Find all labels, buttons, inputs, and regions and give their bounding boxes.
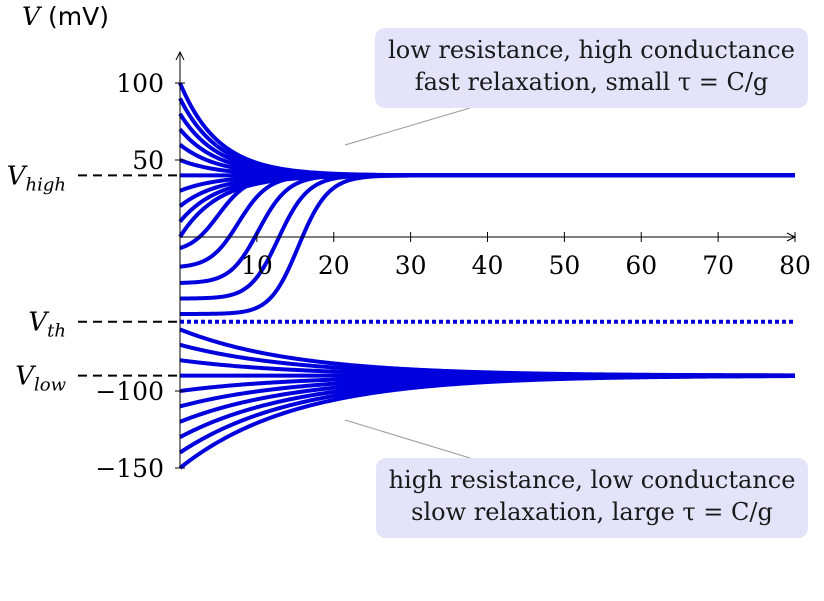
- x-tick-label-70: 70: [702, 251, 734, 280]
- x-tick-label-20: 20: [318, 251, 350, 280]
- annotation-pointer-0: [344, 107, 471, 146]
- reference-levels-layer: Vhigh Vth Vlow: [7, 161, 180, 396]
- y-axis-arrow: [175, 50, 185, 61]
- annotation-0-line-0: low resistance, high conductance: [388, 36, 795, 64]
- x-tick-label-80: 80: [779, 251, 811, 280]
- high-branch-curve-15: [180, 173, 795, 316]
- high-branch-curve-4: [178, 143, 795, 178]
- ref-label-low: Vlow: [15, 362, 66, 396]
- y-tick-label-50: 50: [132, 146, 164, 175]
- x-tick-label-10: 10: [241, 251, 273, 280]
- y-tick-label--100: −100: [95, 377, 164, 406]
- annotation-1-line-1: slow relaxation, large τ = C/g: [411, 498, 773, 526]
- y-tick-label-100: 100: [116, 69, 164, 98]
- y-axis-title: V (mV): [22, 2, 109, 31]
- ref-label-th: Vth: [28, 308, 66, 342]
- annotation-box-0: [375, 28, 808, 108]
- high-branch-curve-1: [178, 97, 795, 178]
- annotation-0-line-1: fast relaxation, small τ = C/g: [415, 68, 769, 96]
- annotations-layer: low resistance, high conductance fast rel…: [344, 28, 808, 538]
- x-tick-label-60: 60: [625, 251, 657, 280]
- x-tick-label-30: 30: [395, 251, 427, 280]
- low-branch-curve-9: [178, 374, 795, 470]
- annotation-1-line-0: high resistance, low conductance: [389, 466, 796, 494]
- ref-label-high: Vhigh: [7, 161, 66, 195]
- y-tick-label--150: −150: [95, 454, 164, 483]
- annotation-pointer-1: [344, 419, 471, 459]
- axes-layer: 10 20 30 40 50 60 70 80 100 50 −100 −150 V (mV): [22, 2, 811, 483]
- low-branch-curve-7: [179, 373, 795, 439]
- curves-layer: [178, 82, 796, 470]
- annotation-box-1: [376, 458, 808, 538]
- x-tick-label-40: 40: [472, 251, 504, 280]
- x-tick-label-50: 50: [548, 251, 580, 280]
